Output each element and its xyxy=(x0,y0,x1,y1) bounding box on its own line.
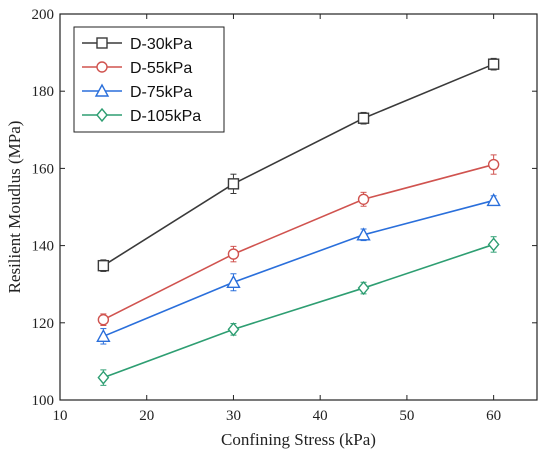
axes: 10 20 30 40 50 60 100 120 140 160 180 200 xyxy=(32,7,538,424)
data-point xyxy=(227,322,240,337)
plot-frame xyxy=(59,13,538,401)
series-line xyxy=(103,243,494,379)
data-point xyxy=(486,192,501,207)
legend-marker xyxy=(94,83,110,97)
legend-label: D-30kPa xyxy=(130,36,192,53)
data-point xyxy=(487,237,500,252)
data-point xyxy=(97,259,110,272)
x-tick-label: 20 xyxy=(139,408,154,424)
x-axis-label: Confining Stress (kPa) xyxy=(221,430,376,449)
y-tick-label: 100 xyxy=(32,393,55,409)
y-tick-label: 200 xyxy=(32,7,55,23)
data-point xyxy=(357,280,370,296)
legend-label: D-75kPa xyxy=(130,84,192,101)
data-point xyxy=(356,227,371,241)
y-axis-label: Resilient Moudlus (MPa) xyxy=(5,121,24,294)
series-line xyxy=(103,199,494,338)
x-tick-label: 60 xyxy=(486,408,501,424)
legend-marker xyxy=(96,37,108,49)
x-tick-label: 10 xyxy=(53,408,68,424)
plot-area xyxy=(96,57,501,386)
data-point xyxy=(227,178,240,190)
legend: D-30kPa D-55kPa D-75kPa D-105kPa xyxy=(73,26,225,133)
data-point xyxy=(487,158,500,171)
y-tick-label: 180 xyxy=(32,84,55,100)
y-tick-label: 140 xyxy=(32,239,55,255)
x-tick-label: 40 xyxy=(313,408,328,424)
series-line xyxy=(102,63,494,267)
legend-label: D-105kPa xyxy=(130,108,201,125)
data-point xyxy=(227,248,240,260)
data-point xyxy=(97,314,110,326)
legend-marker xyxy=(96,61,108,73)
data-point xyxy=(96,328,111,343)
y-tick-label: 120 xyxy=(32,316,55,332)
x-tick-label: 30 xyxy=(226,408,241,424)
series-line xyxy=(103,163,494,321)
data-point xyxy=(226,274,241,288)
data-point xyxy=(487,58,500,70)
data-point xyxy=(97,370,110,385)
x-tick-label: 50 xyxy=(399,408,414,424)
legend-marker xyxy=(96,107,108,123)
legend-label: D-55kPa xyxy=(130,60,192,77)
data-point xyxy=(357,112,370,124)
y-tick-label: 160 xyxy=(32,161,55,177)
data-point xyxy=(357,193,370,205)
